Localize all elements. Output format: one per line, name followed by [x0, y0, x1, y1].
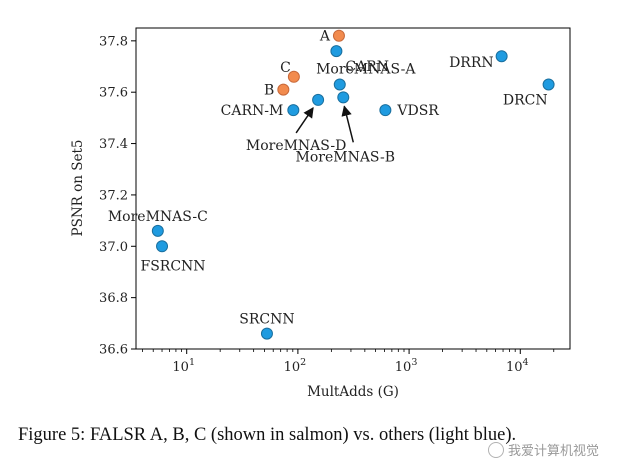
x-axis-label: MultAdds (G) — [307, 384, 399, 400]
point-drrn — [495, 50, 508, 63]
point-b — [277, 83, 290, 96]
data-points — [151, 29, 555, 340]
y-tick-label: 37.4 — [99, 137, 128, 152]
point-fsrcnn — [156, 240, 169, 253]
x-tick-label: 104 — [506, 357, 529, 375]
watermark: 我爱计算机视觉 — [488, 440, 599, 459]
y-tick-label: 37.6 — [99, 86, 128, 101]
label-moremnas-a: MoreMNAS-A — [316, 61, 416, 77]
label-b: B — [264, 83, 274, 99]
label-fsrcnn: FSRCNN — [140, 258, 205, 274]
label-moremnas-b: MoreMNAS-B — [296, 149, 396, 165]
scatter-chart: 36.636.837.037.237.437.637.8 101 102 103 10… — [70, 27, 571, 400]
x-tick-label: 101 — [172, 357, 195, 375]
point-srcnn — [260, 327, 273, 340]
arrow-moremnas-d — [295, 107, 314, 134]
label-drrn: DRRN — [449, 55, 494, 71]
point-c — [287, 70, 300, 83]
x-tick-label: 103 — [395, 357, 418, 375]
y-axis-label: PSNR on Set5 — [70, 140, 86, 237]
point-moremnas-c — [151, 224, 164, 237]
x-tick-label: 102 — [284, 357, 307, 375]
label-srcnn: SRCNN — [239, 312, 294, 328]
figure-caption: Figure 5: FALSR A, B, C (shown in salmon… — [18, 425, 517, 445]
y-tick-label: 37.0 — [99, 240, 128, 255]
y-tick-label: 36.8 — [99, 291, 128, 306]
y-tick-label: 37.2 — [99, 188, 128, 203]
point-vdsr — [379, 104, 392, 117]
arrow-moremnas-b — [341, 105, 355, 143]
label-moremnas-c: MoreMNAS-C — [108, 209, 208, 225]
watermark-text: 我爱计算机视觉 — [508, 444, 600, 459]
point-a — [332, 29, 345, 42]
label-vdsr: VDSR — [396, 103, 439, 119]
label-carn: CARN — [345, 59, 389, 75]
label-a: A — [319, 29, 331, 45]
point-carn — [330, 45, 343, 58]
plot-frame — [135, 27, 571, 350]
x-axis-ticks: 101 102 103 104 — [142, 349, 555, 375]
wechat-icon — [488, 441, 504, 458]
label-drcn: DRCN — [503, 92, 548, 108]
point-carn-m — [287, 104, 300, 117]
point-moremnas-b — [337, 91, 350, 104]
y-tick-label: 37.8 — [99, 34, 128, 49]
label-carn-m: CARN-M — [221, 103, 284, 119]
annotation-arrows — [295, 105, 355, 143]
y-axis-ticks: 36.6 36.8 37.0 37.2 37.4 37.6 37.8 — [99, 34, 136, 358]
label-moremnas-d: MoreMNAS-D — [246, 138, 347, 154]
label-c: C — [280, 60, 291, 76]
point-moremnas-a — [333, 78, 346, 91]
point-moremnas-d — [312, 93, 325, 106]
point-drcn — [542, 78, 555, 91]
y-tick-label: 36.6 — [99, 343, 128, 358]
